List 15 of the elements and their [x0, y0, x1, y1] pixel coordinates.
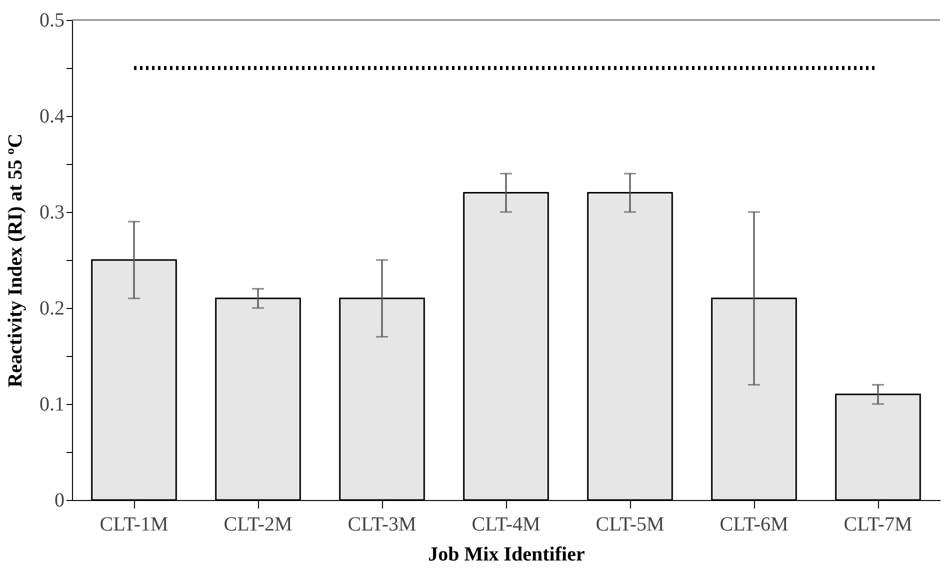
- y-tick-label: 0.1: [40, 394, 64, 416]
- x-tick-label: CLT-3M: [348, 514, 416, 536]
- x-axis-title: Job Mix Identifier: [428, 544, 585, 566]
- y-tick-label: 0.4: [40, 106, 64, 128]
- y-tick-label: 0.3: [40, 202, 64, 224]
- y-tick-label: 0.2: [40, 298, 64, 320]
- x-tick-label: CLT-1M: [100, 514, 168, 536]
- y-axis-title: Reactivity Index (RI) at 55 ºC: [4, 134, 26, 388]
- y-tick-label: 0.5: [40, 10, 64, 32]
- x-tick-label: CLT-5M: [596, 514, 664, 536]
- x-tick-label: CLT-4M: [472, 514, 540, 536]
- y-tick-label: 0: [54, 490, 64, 512]
- x-tick-label: CLT-7M: [844, 514, 912, 536]
- x-tick-label: CLT-6M: [720, 514, 788, 536]
- x-tick-label: CLT-2M: [224, 514, 292, 536]
